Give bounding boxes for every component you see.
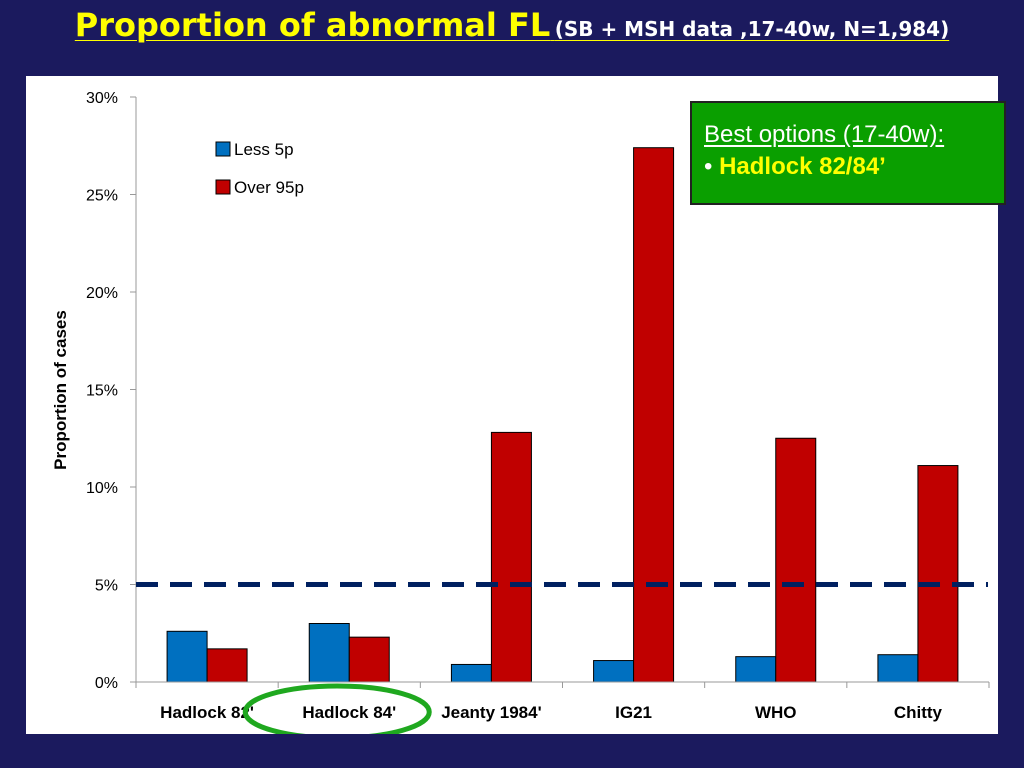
bar-less-5p xyxy=(735,656,777,683)
y-tick-label: 20% xyxy=(86,285,118,302)
x-tick-label: WHO xyxy=(755,703,797,722)
callout-bullet-text: Hadlock 82/84’ xyxy=(719,153,886,180)
legend-swatch xyxy=(215,179,231,195)
bar-over-95p xyxy=(348,636,390,683)
bar-less-5p xyxy=(450,663,492,683)
bar-less-5p xyxy=(593,660,635,683)
y-axis: 0% 5% 10% 15% 20% 25% 30% xyxy=(86,90,137,692)
x-tick-label: Chitty xyxy=(894,703,943,722)
bar-less-5p xyxy=(877,654,919,683)
best-options-callout: Best options (17-40w): • Hadlock 82/84’ xyxy=(690,101,1006,205)
y-tick-label: 0% xyxy=(95,675,118,692)
y-tick-label: 30% xyxy=(86,90,118,107)
bar-over-95p xyxy=(633,147,675,683)
callout-bullet: • Hadlock 82/84’ xyxy=(704,153,1004,181)
bar-less-5p xyxy=(166,630,208,683)
title-subtitle: (SB + MSH data ,17-40w, N=1,984) xyxy=(554,17,950,41)
legend-label: Over 95p xyxy=(234,178,304,197)
y-tick-label: 10% xyxy=(86,480,118,497)
legend-swatch xyxy=(215,141,231,157)
bar-chart: 0%5%10%15%20%25%30% Hadlock 82' Hadlock 8… xyxy=(51,90,990,741)
y-tick-label: 15% xyxy=(86,383,118,400)
callout-heading: Best options (17-40w): xyxy=(704,121,945,148)
bar-less-5p xyxy=(308,623,350,683)
bullet-marker: • xyxy=(704,153,713,180)
y-tick-label: 25% xyxy=(86,188,118,205)
legend-label: Less 5p xyxy=(234,140,294,159)
x-tick-label: IG21 xyxy=(615,703,652,722)
y-tick-label: 5% xyxy=(95,578,118,595)
bars xyxy=(166,147,959,683)
legend: Less 5p Over 95p xyxy=(215,140,304,197)
y-axis-label: Proportion of cases xyxy=(51,310,70,470)
x-tick-label: Hadlock 84' xyxy=(302,703,396,722)
bar-over-95p xyxy=(775,437,817,683)
bar-over-95p xyxy=(917,465,959,683)
x-axis: Hadlock 82' Hadlock 84' Jeanty 1984' IG21 WH… xyxy=(135,681,990,722)
slide-title: Proportion of abnormal FL (SB + MSH data… xyxy=(0,6,1024,44)
bar-over-95p xyxy=(206,648,248,683)
title-main: Proportion of abnormal FL xyxy=(74,6,551,44)
bar-over-95p xyxy=(490,431,532,683)
x-tick-label: Jeanty 1984' xyxy=(441,703,541,722)
x-tick-label: Hadlock 82' xyxy=(160,703,254,722)
